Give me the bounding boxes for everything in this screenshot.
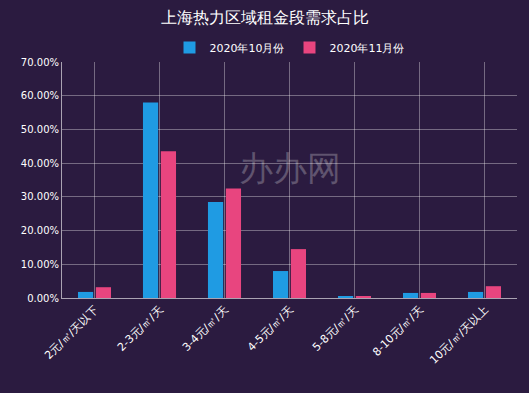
svg-text:20.00%: 20.00% [21,225,59,236]
svg-text:上海热力区域租金段需求占比: 上海热力区域租金段需求占比 [161,8,369,27]
svg-text:10元/㎡/天以上: 10元/㎡/天以上 [427,304,490,367]
svg-text:办办网: 办办网 [239,148,341,188]
svg-text:2020年10月份: 2020年10月份 [210,42,285,55]
svg-text:40.00%: 40.00% [21,158,59,169]
svg-text:70.00%: 70.00% [21,57,59,68]
svg-text:8-10元/㎡/天: 8-10元/㎡/天 [370,304,425,359]
svg-text:4-5元/㎡/天: 4-5元/㎡/天 [245,304,295,354]
svg-text:5-8元/㎡/天: 5-8元/㎡/天 [310,304,360,354]
svg-text:3-4元/㎡/天: 3-4元/㎡/天 [180,304,230,354]
svg-text:2元/㎡/天以下: 2元/㎡/天以下 [42,304,100,362]
svg-text:0.00%: 0.00% [27,293,59,304]
svg-text:60.00%: 60.00% [21,90,59,101]
svg-text:10.00%: 10.00% [21,259,59,270]
svg-text:2020年11月份: 2020年11月份 [330,42,405,55]
svg-text:2-3元/㎡/天: 2-3元/㎡/天 [115,304,165,354]
svg-text:50.00%: 50.00% [21,124,59,135]
svg-text:30.00%: 30.00% [21,191,59,202]
